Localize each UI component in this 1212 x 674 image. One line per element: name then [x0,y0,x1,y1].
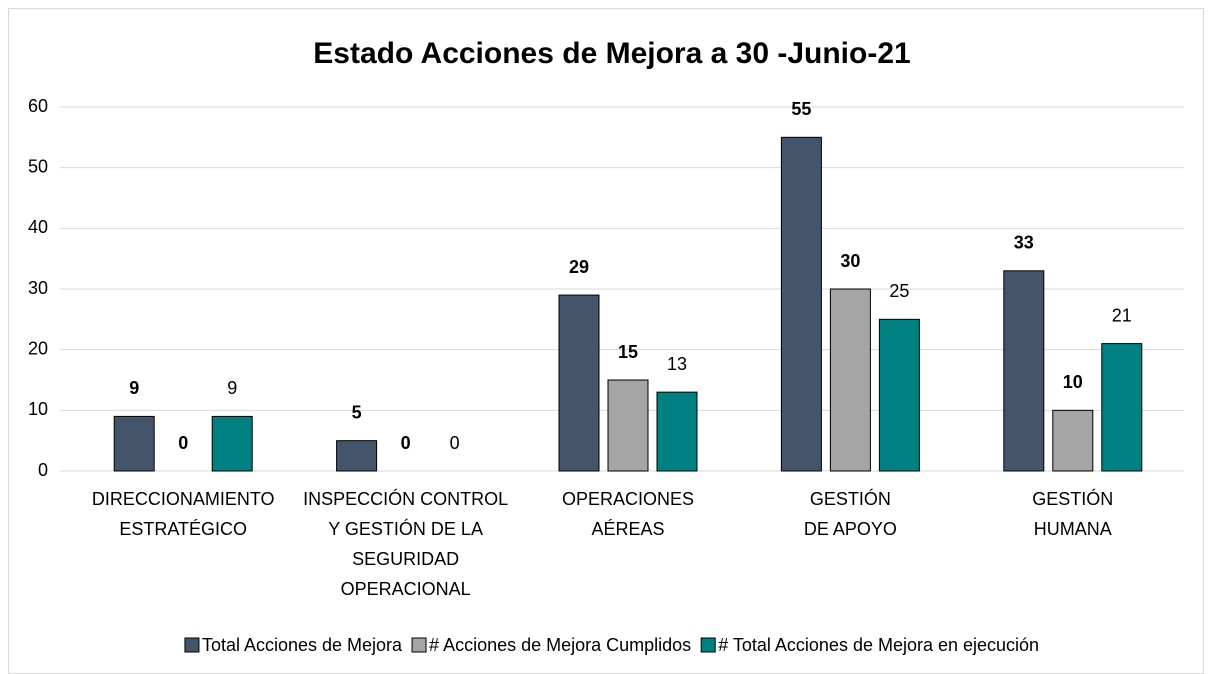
y-tick-label: 10 [28,399,48,419]
y-tick-label: 0 [38,460,48,480]
data-label: 5 [352,402,362,422]
bar [878,318,920,472]
x-tick-label: OPERACIONES [562,489,694,509]
x-tick-label: DIRECCIONAMIENTO [92,489,275,509]
data-label: 25 [889,281,909,301]
data-label: 33 [1014,233,1034,253]
chart-title: Estado Acciones de Mejora a 30 -Junio-21 [313,37,910,70]
x-tick-label: SEGURIDAD [352,549,459,569]
data-label: 55 [791,99,811,119]
data-label: 0 [450,433,460,453]
data-label: 30 [840,251,860,271]
legend-label: # Acciones de Mejora Cumplidos [429,635,691,655]
legend-label: # Total Acciones de Mejora en ejecución [718,635,1039,655]
y-tick-label: 20 [28,338,48,358]
data-label: 29 [569,257,589,277]
x-tick-label: GESTIÓN [1032,488,1113,509]
bar [607,379,649,472]
y-tick-label: 40 [28,217,48,237]
data-label: 9 [227,378,237,398]
x-tick-label: OPERACIONAL [341,579,471,599]
data-label: 9 [129,378,139,398]
bar [829,288,871,472]
bar [1003,270,1045,472]
bar [336,440,378,472]
y-tick-label: 30 [28,278,48,298]
x-tick-label: GESTIÓN [810,488,891,509]
bar [656,391,698,472]
legend-label: Total Acciones de Mejora [202,635,403,655]
bar [780,136,822,472]
data-label: 15 [618,342,638,362]
x-tick-label: DE APOYO [804,519,897,539]
x-tick-label: ESTRATÉGICO [119,519,247,539]
data-label: 21 [1112,305,1132,325]
x-tick-label: Y GESTIÓN DE LA [328,518,483,539]
legend-swatch [700,637,716,653]
bar [113,415,155,472]
data-label: 0 [401,433,411,453]
y-tick-label: 50 [28,156,48,176]
y-tick-label: 60 [28,96,48,116]
x-tick-label: AÉREAS [591,519,664,539]
bar [1052,409,1094,472]
bar [1101,343,1143,472]
data-label: 13 [667,354,687,374]
x-tick-label: INSPECCIÓN CONTROL [303,488,508,509]
data-label: 0 [178,433,188,453]
legend-swatch [411,637,427,653]
legend-swatch [184,637,200,653]
bar [211,415,253,472]
x-tick-label: HUMANA [1034,519,1112,539]
bar [558,294,600,472]
data-label: 10 [1063,372,1083,392]
